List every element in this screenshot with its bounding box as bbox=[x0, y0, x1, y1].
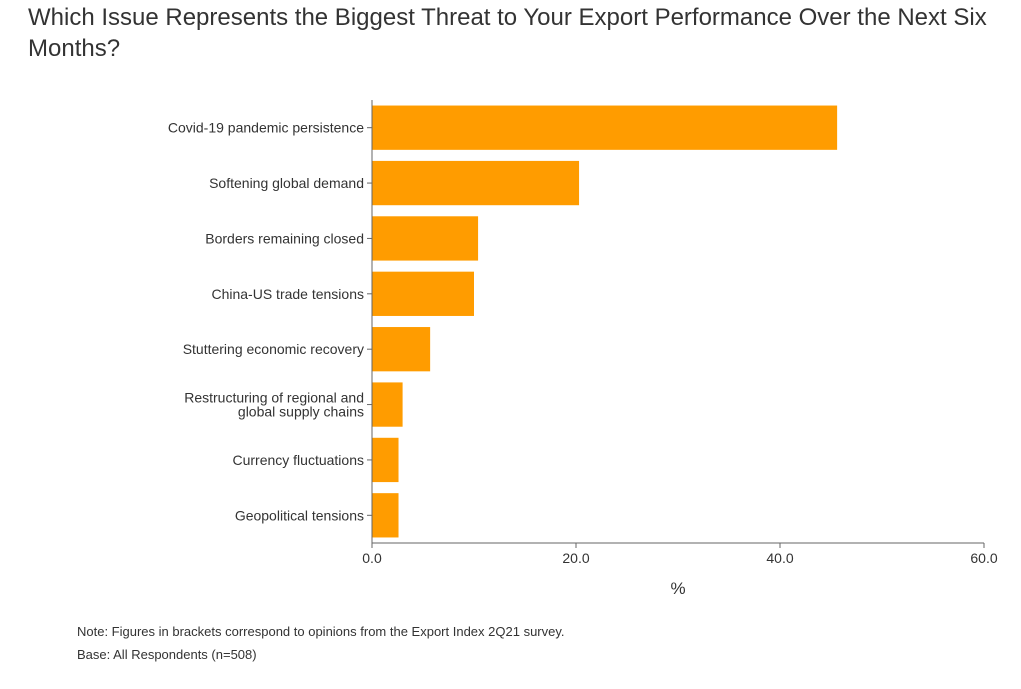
bar bbox=[372, 160, 580, 206]
category-label: Covid-19 pandemic persistence bbox=[168, 120, 364, 136]
bar bbox=[372, 382, 403, 427]
x-tick-labels: 0.0 20.0 40.0 60.0 bbox=[362, 550, 998, 566]
category-label: Currency fluctuations bbox=[232, 452, 364, 468]
category-label: Geopolitical tensions bbox=[235, 507, 364, 523]
category-label: Restructuring of regional and global supp… bbox=[184, 390, 364, 420]
x-tick-label: 40.0 bbox=[766, 550, 793, 566]
chart-title: Which Issue Represents the Biggest Threa… bbox=[28, 4, 987, 62]
axes bbox=[367, 100, 985, 548]
x-axis-title: % bbox=[670, 579, 685, 598]
category-label: Softening global demand bbox=[209, 175, 364, 191]
x-tick-label: 60.0 bbox=[970, 550, 997, 566]
bar bbox=[372, 105, 838, 150]
bar bbox=[372, 493, 399, 538]
footnote-note: Note: Figures in brackets correspond to … bbox=[77, 624, 565, 639]
bar bbox=[372, 327, 431, 372]
bar bbox=[372, 271, 474, 316]
category-label: Stuttering economic recovery bbox=[183, 341, 364, 357]
x-tick-label: 0.0 bbox=[362, 550, 382, 566]
bar bbox=[372, 437, 399, 483]
bar bbox=[372, 216, 479, 261]
x-tick-label: 20.0 bbox=[562, 550, 589, 566]
bars-layer bbox=[372, 105, 838, 538]
footnote-base: Base: All Respondents (n=508) bbox=[77, 647, 257, 662]
category-label: Borders remaining closed bbox=[205, 230, 364, 246]
category-label: China-US trade tensions bbox=[211, 286, 364, 302]
category-labels: Covid-19 pandemic persistence Softening g… bbox=[168, 120, 364, 524]
